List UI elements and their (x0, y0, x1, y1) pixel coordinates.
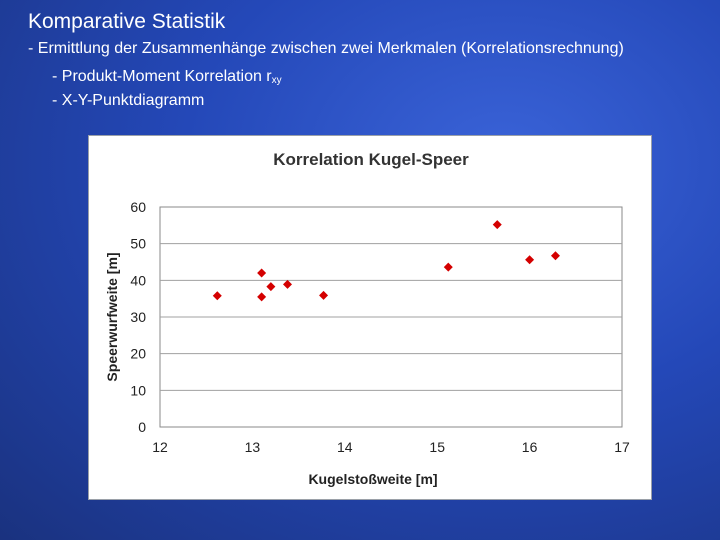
x-axis-label: Kugelstoßweite [m] (308, 471, 437, 487)
bullet-scatter-plot: - X-Y-Punktdiagramm (52, 92, 205, 109)
y-tick-label-50: 50 (130, 236, 146, 252)
y-tick-label-30: 30 (130, 309, 146, 325)
data-point-7 (443, 262, 453, 272)
y-tick-label-0: 0 (138, 419, 146, 435)
data-point-4 (266, 282, 276, 292)
data-point-5 (283, 279, 293, 289)
data-point-8 (492, 220, 502, 230)
y-tick-label-40: 40 (130, 272, 146, 288)
x-tick-label-17: 17 (614, 439, 630, 455)
slide-title: Komparative Statistik (28, 10, 226, 33)
x-tick-label-13: 13 (245, 439, 261, 455)
x-tick-label-12: 12 (152, 439, 168, 455)
x-tick-label-15: 15 (429, 439, 445, 455)
scatter-chart: Korrelation Kugel-Speer 0 10 20 30 40 50 60 12 13… (104, 150, 630, 487)
x-tick-label-16: 16 (522, 439, 538, 455)
y-tick-label-60: 60 (130, 199, 146, 215)
y-axis-label: Speerwurfweite [m] (104, 252, 120, 381)
data-point-2 (257, 268, 267, 278)
chart-container: Korrelation Kugel-Speer 0 10 20 30 40 50 60 12 13… (88, 135, 652, 500)
y-tick-label-10: 10 (130, 382, 146, 398)
bullet-correlation-analysis: - Ermittlung der Zusammenhänge zwischen … (28, 40, 624, 57)
data-point-10 (550, 251, 560, 261)
data-point-9 (525, 255, 535, 265)
bullet-subscript-xy: xy (271, 75, 282, 86)
y-tick-label-20: 20 (130, 346, 146, 362)
bullet-product-moment-text: - Produkt-Moment Korrelation r (52, 68, 272, 85)
data-point-1 (212, 291, 222, 301)
data-point-3 (257, 292, 267, 302)
chart-title: Korrelation Kugel-Speer (273, 150, 469, 169)
data-point-6 (319, 290, 329, 300)
bullet-product-moment: - Produkt-Moment Korrelation rxy (52, 68, 282, 86)
x-tick-label-14: 14 (337, 439, 353, 455)
